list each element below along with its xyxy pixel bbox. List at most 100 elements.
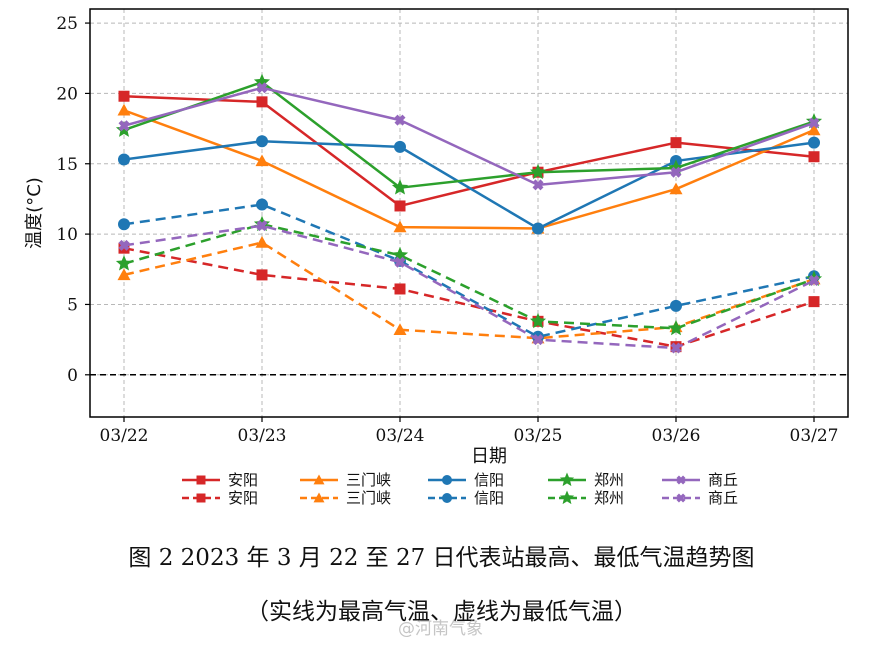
- figure-caption-note: （实线为最高气温、虚线为最低气温）: [246, 599, 637, 625]
- x-tick-label: 03/23: [238, 426, 287, 446]
- series-line: [123, 223, 815, 330]
- data-point: [808, 296, 820, 308]
- data-point: [117, 103, 131, 116]
- legend-label: 郑州: [594, 471, 624, 489]
- data-point: [808, 117, 820, 129]
- data-point: [529, 312, 547, 329]
- legend-marker: [442, 475, 452, 485]
- legend-item: 安阳: [182, 471, 258, 489]
- data-point: [391, 246, 409, 263]
- data-point: [118, 153, 130, 166]
- data-point: [118, 120, 130, 132]
- series-min-6: [117, 236, 821, 344]
- legend-label: 安阳: [228, 489, 258, 507]
- series-line: [123, 246, 815, 348]
- data-point: [256, 220, 268, 232]
- series-line: [123, 80, 815, 189]
- y-tick-label: 20: [56, 84, 78, 104]
- legend-item: 郑州: [548, 489, 624, 507]
- legend-marker: [442, 493, 452, 503]
- data-point: [255, 154, 269, 167]
- data-point: [394, 256, 406, 268]
- legend-item: 商丘: [662, 471, 738, 489]
- legend-marker: [313, 474, 325, 485]
- data-point: [529, 163, 547, 180]
- data-point: [115, 121, 133, 137]
- data-point: [256, 269, 268, 281]
- data-point: [393, 323, 407, 335]
- data-point: [532, 222, 544, 235]
- data-point: [394, 140, 406, 153]
- legend-marker: [676, 493, 686, 503]
- legend-label: 商丘: [708, 471, 738, 489]
- data-point: [391, 179, 409, 195]
- series-min-9: [118, 220, 820, 354]
- series-line: [123, 94, 815, 208]
- series-line: [123, 224, 815, 350]
- legend-label: 三门峡: [346, 489, 391, 507]
- y-tick-label: 0: [67, 366, 78, 386]
- data-point: [532, 334, 544, 346]
- series-line: [123, 109, 815, 230]
- data-point: [255, 236, 269, 248]
- y-tick-label: 10: [56, 225, 78, 245]
- series-max-0: [118, 90, 820, 212]
- plot-frame: [89, 8, 849, 418]
- legend-item: 三门峡: [300, 471, 391, 489]
- series-max-1: [117, 103, 821, 234]
- legend-label: 安阳: [228, 471, 258, 489]
- data-point: [256, 135, 268, 148]
- legend-item: 三门峡: [300, 489, 391, 507]
- series-line: [123, 86, 815, 187]
- series-min-7: [118, 198, 820, 343]
- series-line: [123, 203, 815, 339]
- legend-marker: [196, 493, 206, 503]
- legend-marker: [313, 492, 325, 503]
- series-max-2: [118, 135, 820, 235]
- data-point: [532, 179, 544, 191]
- data-point: [117, 268, 131, 281]
- data-point: [115, 255, 133, 271]
- legend-marker: [676, 475, 686, 485]
- legend-item: 商丘: [662, 489, 738, 507]
- data-point: [256, 96, 268, 108]
- data-point: [670, 342, 682, 354]
- y-ticks: 0 5 10 15 20 25: [56, 14, 90, 386]
- data-point: [807, 123, 821, 136]
- watermark: @河南气象: [398, 619, 483, 639]
- legend-label: 信阳: [474, 471, 504, 489]
- data-point: [256, 198, 268, 211]
- series-max-4: [118, 82, 820, 191]
- data-point: [394, 114, 406, 126]
- series-max-3: [115, 73, 823, 195]
- legend-label: 商丘: [708, 489, 738, 507]
- grid-lines: [90, 9, 848, 417]
- data-point: [670, 137, 682, 149]
- x-tick-label: 03/27: [790, 426, 839, 446]
- data-point: [670, 166, 682, 178]
- data-point: [118, 239, 130, 251]
- y-tick-label: 5: [67, 295, 78, 315]
- figure-caption: 图 2 2023 年 3 月 22 至 27 日代表站最高、最低气温趋势图: [128, 545, 755, 571]
- series-lines: [115, 73, 823, 354]
- data-point: [256, 82, 268, 94]
- legend-label: 三门峡: [346, 471, 391, 489]
- data-point: [393, 220, 407, 233]
- legend-item: 信阳: [428, 471, 504, 489]
- data-point: [667, 319, 685, 336]
- legend-item: 郑州: [548, 471, 624, 489]
- y-axis-label: 温度(°C): [24, 177, 45, 249]
- legend-marker: [559, 490, 575, 505]
- legend-label: 信阳: [474, 489, 504, 507]
- data-point: [394, 200, 406, 212]
- legend-marker: [196, 475, 206, 485]
- legend-item: 安阳: [182, 489, 258, 507]
- legend-item: 信阳: [428, 489, 504, 507]
- x-tick-label: 03/25: [514, 426, 563, 446]
- x-tick-label: 03/22: [100, 426, 149, 446]
- x-tick-label: 03/24: [376, 426, 425, 446]
- data-point: [669, 182, 683, 195]
- data-point: [394, 283, 406, 295]
